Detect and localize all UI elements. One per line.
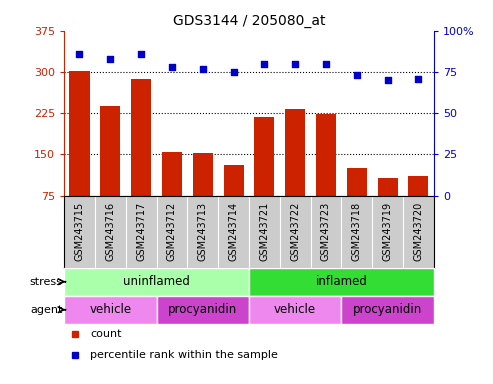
Bar [70, 71, 90, 237]
Bar [193, 153, 213, 237]
Bar [347, 168, 367, 237]
Point [230, 69, 238, 75]
Point [353, 72, 361, 78]
Point [415, 76, 423, 82]
Point [322, 61, 330, 67]
Text: vehicle: vehicle [89, 303, 131, 316]
Point [384, 77, 391, 83]
Point [75, 51, 83, 57]
Bar [223, 166, 244, 237]
Bar [285, 109, 305, 237]
Text: vehicle: vehicle [274, 303, 316, 316]
Text: GSM243717: GSM243717 [136, 202, 146, 261]
Bar [64, 296, 157, 324]
Text: GSM243718: GSM243718 [352, 202, 362, 261]
Bar [249, 268, 434, 296]
Text: GSM243722: GSM243722 [290, 202, 300, 261]
Bar [100, 106, 120, 237]
Text: GSM243715: GSM243715 [74, 202, 84, 261]
Point [137, 51, 145, 57]
Bar [64, 268, 249, 296]
Text: percentile rank within the sample: percentile rank within the sample [90, 350, 278, 360]
Bar [162, 152, 182, 237]
Text: inflamed: inflamed [316, 275, 367, 288]
Bar [378, 177, 398, 237]
Title: GDS3144 / 205080_at: GDS3144 / 205080_at [173, 14, 325, 28]
Text: agent: agent [30, 305, 63, 315]
Text: count: count [90, 329, 121, 339]
Bar [341, 296, 434, 324]
Text: GSM243720: GSM243720 [414, 202, 423, 261]
Text: stress: stress [30, 277, 63, 287]
Point [260, 61, 268, 67]
Point [168, 64, 176, 70]
Text: GSM243713: GSM243713 [198, 202, 208, 261]
Point [106, 56, 114, 62]
Text: GSM243712: GSM243712 [167, 202, 177, 261]
Text: GSM243723: GSM243723 [321, 202, 331, 261]
Text: procyanidin: procyanidin [168, 303, 237, 316]
Bar [157, 296, 249, 324]
Bar [316, 114, 336, 237]
Bar [254, 117, 275, 237]
Text: GSM243714: GSM243714 [229, 202, 239, 261]
Text: GSM243721: GSM243721 [259, 202, 269, 261]
Bar [249, 296, 341, 324]
Bar [131, 79, 151, 237]
Text: procyanidin: procyanidin [353, 303, 422, 316]
Text: GSM243716: GSM243716 [106, 202, 115, 261]
Bar [408, 177, 428, 237]
Point [199, 66, 207, 72]
Point [291, 61, 299, 67]
Text: uninflamed: uninflamed [123, 275, 190, 288]
Text: GSM243719: GSM243719 [383, 202, 392, 261]
